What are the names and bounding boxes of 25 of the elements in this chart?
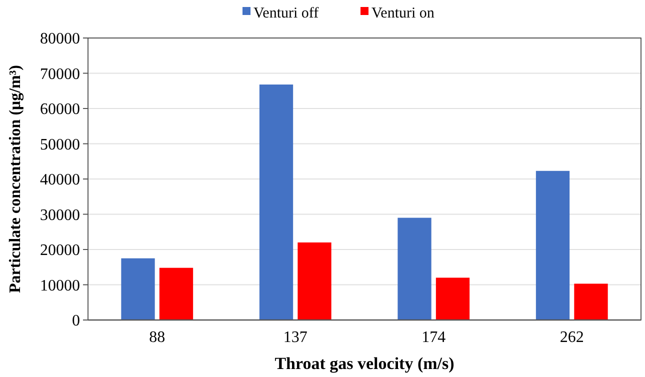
y-tick-label: 0: [72, 312, 80, 330]
x-tick-label: 137: [283, 329, 308, 346]
x-tick-label: 174: [422, 329, 446, 346]
y-tick-label: 70000: [40, 66, 80, 83]
legend-label: Venturi off: [254, 5, 319, 22]
y-tick-label: 80000: [40, 30, 80, 48]
y-axis-title: Particulate concentration (μg/m³): [7, 64, 24, 294]
bar: [121, 258, 155, 320]
x-tick-label: 262: [560, 329, 584, 346]
y-tick-label: 30000: [40, 206, 80, 224]
x-axis-title: Throat gas velocity (m/s): [274, 354, 454, 373]
bar: [398, 218, 432, 320]
bar: [574, 284, 608, 320]
y-tick-label: 20000: [40, 242, 80, 260]
y-tick-label: 60000: [40, 101, 80, 118]
y-tick-label: 40000: [40, 172, 80, 189]
y-tick-label: 10000: [40, 277, 80, 294]
bar: [259, 84, 294, 320]
bar: [436, 278, 470, 320]
bar: [159, 268, 194, 320]
y-tick-label: 50000: [40, 136, 80, 154]
legend-label: Venturi on: [372, 5, 435, 22]
bar: [298, 242, 332, 320]
x-tick-label: 88: [149, 329, 166, 346]
bar: [536, 170, 570, 320]
